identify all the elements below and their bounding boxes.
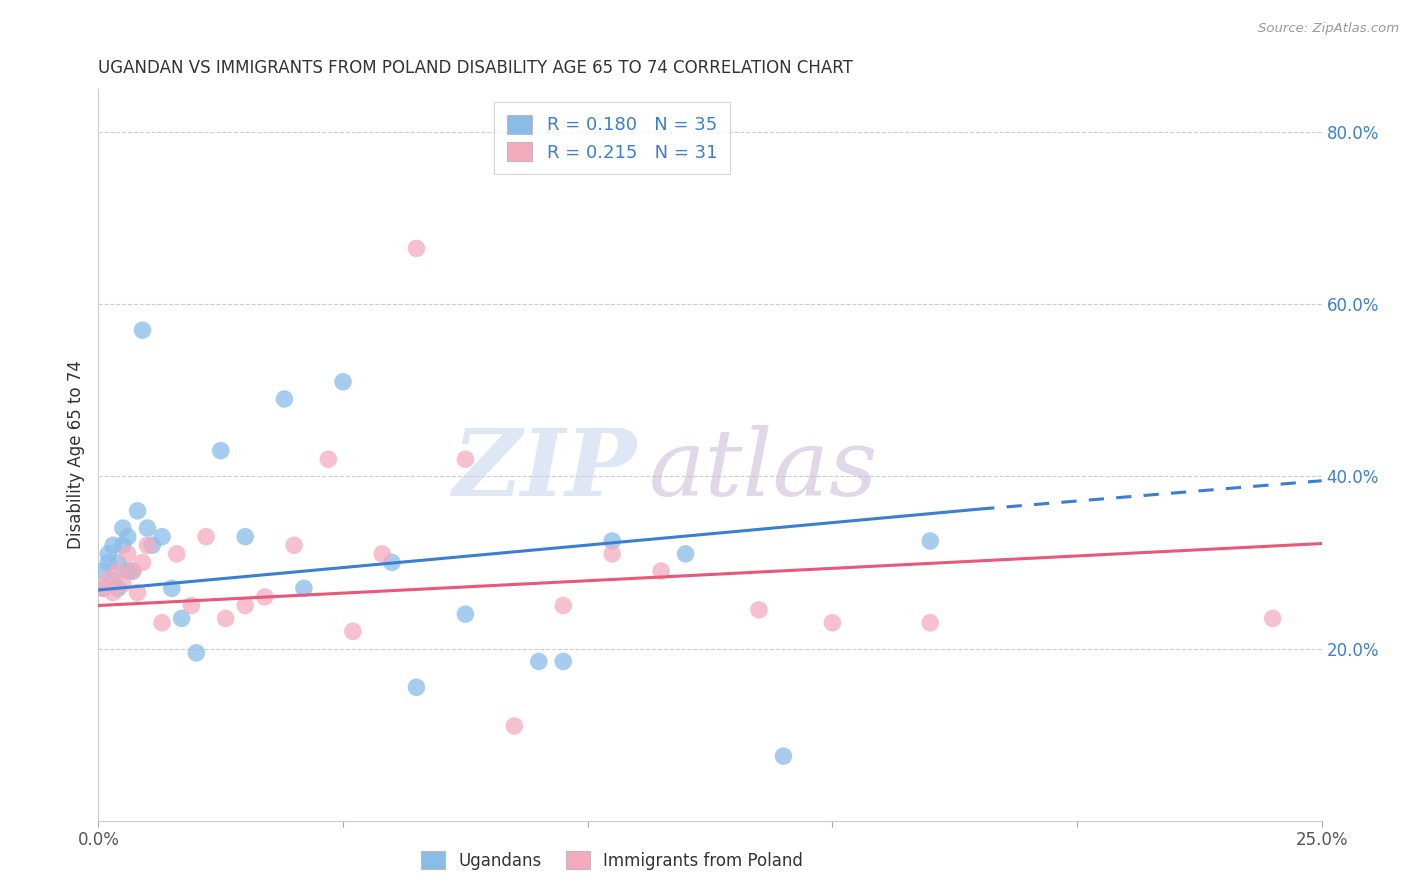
Point	[101, 538, 124, 552]
Point	[675, 547, 697, 561]
Point	[233, 599, 256, 613]
Point	[454, 452, 477, 467]
Point	[121, 564, 143, 578]
Point	[107, 582, 129, 596]
Point	[821, 615, 844, 630]
Point	[920, 533, 942, 548]
Point	[131, 323, 153, 337]
Point	[127, 585, 149, 599]
Point	[97, 573, 120, 587]
Point	[91, 564, 114, 578]
Point	[553, 655, 575, 669]
Point	[209, 443, 232, 458]
Point	[111, 521, 134, 535]
Point	[920, 615, 942, 630]
Y-axis label: Disability Age 65 to 74: Disability Age 65 to 74	[66, 360, 84, 549]
Text: UGANDAN VS IMMIGRANTS FROM POLAND DISABILITY AGE 65 TO 74 CORRELATION CHART: UGANDAN VS IMMIGRANTS FROM POLAND DISABI…	[98, 59, 853, 77]
Point	[160, 582, 183, 596]
Point	[91, 582, 114, 596]
Legend: Ugandans, Immigrants from Poland: Ugandans, Immigrants from Poland	[413, 843, 811, 878]
Point	[650, 564, 672, 578]
Point	[600, 533, 623, 548]
Point	[273, 392, 295, 406]
Point	[101, 585, 124, 599]
Point	[283, 538, 305, 552]
Point	[332, 375, 354, 389]
Point	[1261, 611, 1284, 625]
Point	[214, 611, 236, 625]
Point	[381, 556, 404, 570]
Point	[97, 556, 120, 570]
Point	[111, 577, 134, 591]
Point	[233, 530, 256, 544]
Point	[136, 538, 159, 552]
Point	[318, 452, 340, 467]
Point	[253, 590, 276, 604]
Point	[150, 615, 173, 630]
Point	[170, 611, 193, 625]
Point	[117, 547, 139, 561]
Point	[600, 547, 623, 561]
Point	[342, 624, 364, 639]
Point	[195, 530, 218, 544]
Point	[371, 547, 394, 561]
Point	[136, 521, 159, 535]
Point	[117, 530, 139, 544]
Point	[107, 564, 129, 578]
Point	[107, 556, 129, 570]
Text: ZIP: ZIP	[453, 425, 637, 515]
Point	[121, 564, 143, 578]
Point	[127, 504, 149, 518]
Point	[553, 599, 575, 613]
Text: Source: ZipAtlas.com: Source: ZipAtlas.com	[1258, 22, 1399, 36]
Point	[131, 556, 153, 570]
Point	[186, 646, 208, 660]
Point	[405, 680, 427, 694]
Point	[180, 599, 202, 613]
Text: atlas: atlas	[650, 425, 879, 515]
Point	[117, 564, 139, 578]
Point	[454, 607, 477, 621]
Point	[748, 603, 770, 617]
Point	[405, 241, 427, 255]
Point	[150, 530, 173, 544]
Point	[527, 655, 550, 669]
Point	[772, 749, 794, 764]
Point	[111, 538, 134, 552]
Point	[141, 538, 163, 552]
Point	[91, 582, 114, 596]
Point	[101, 573, 124, 587]
Point	[503, 719, 526, 733]
Point	[166, 547, 188, 561]
Point	[97, 547, 120, 561]
Point	[292, 582, 315, 596]
